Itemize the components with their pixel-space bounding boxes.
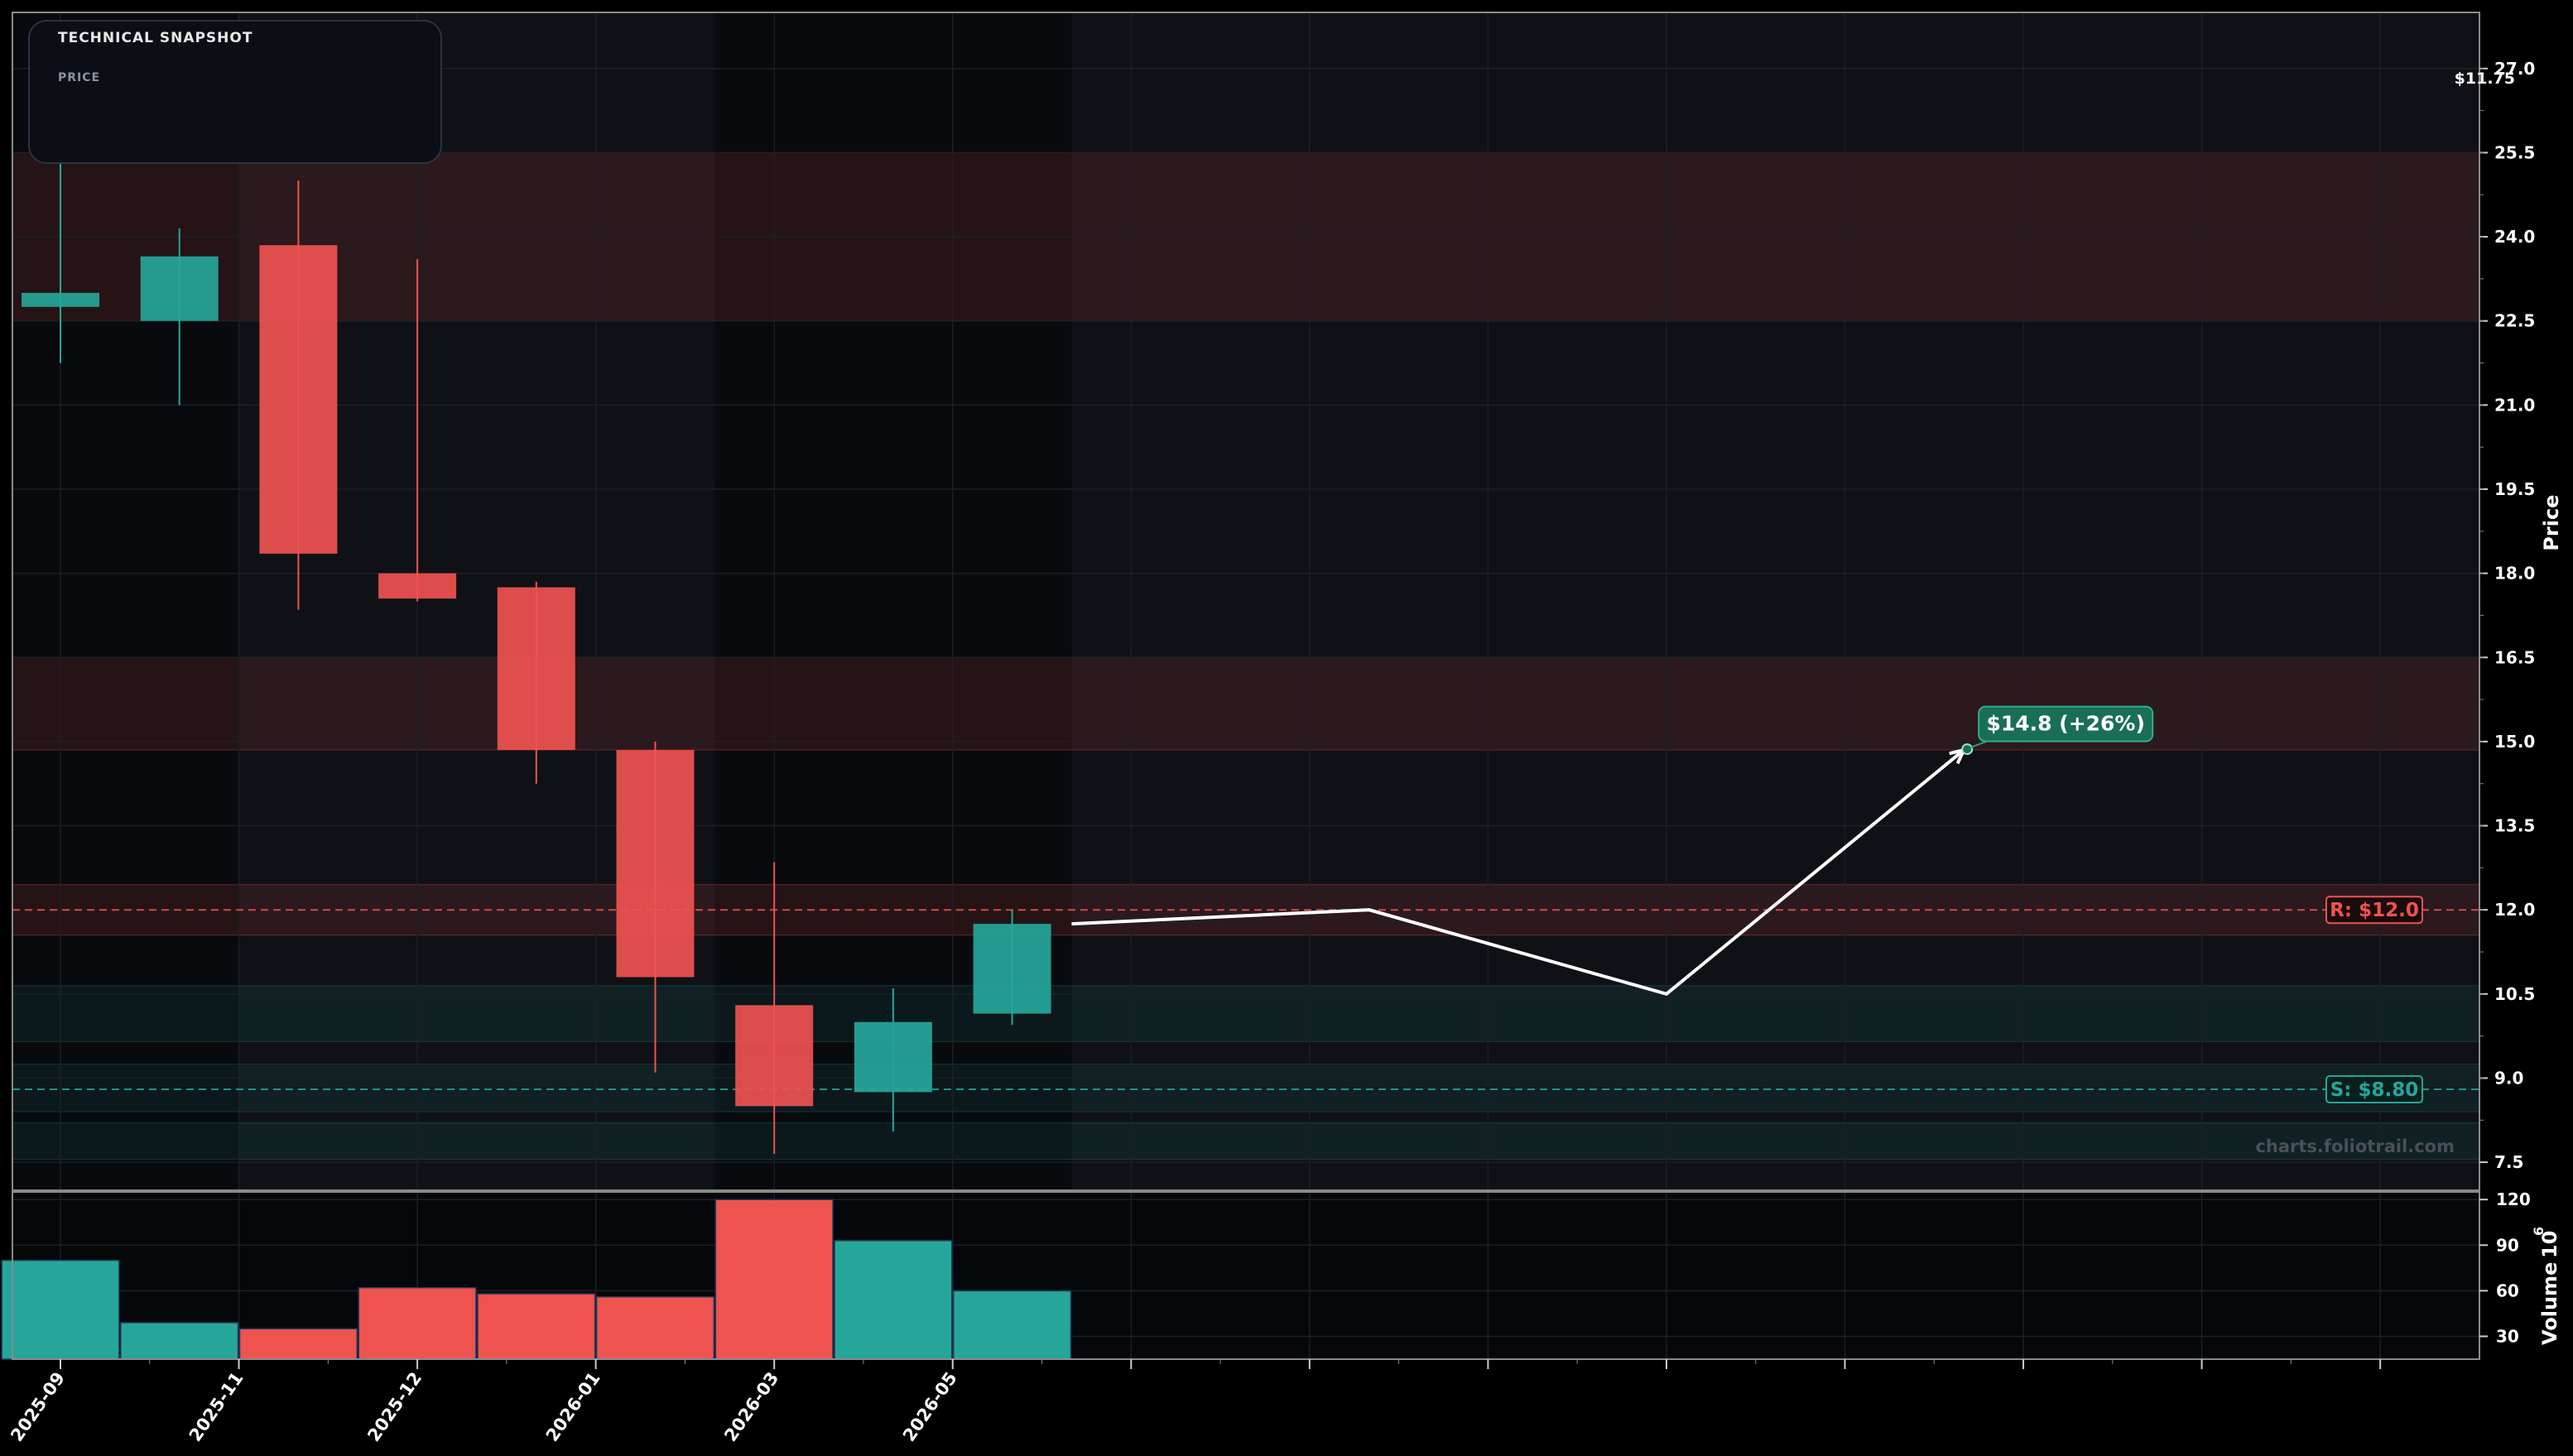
target-marker <box>1961 743 1974 756</box>
watermark: charts.foliotrail.com <box>2255 1136 2455 1156</box>
volume-tick-label: 30 <box>2496 1326 2519 1346</box>
volume-bar <box>358 1286 477 1360</box>
bearish-candle <box>259 245 338 554</box>
bullish-candle <box>22 292 99 307</box>
snapshot-title: TECHNICAL SNAPSHOT <box>58 30 253 46</box>
bullish-candle <box>140 256 219 321</box>
volume-bar <box>834 1240 953 1360</box>
price-panel-frame <box>12 12 2480 1191</box>
target-label: $14.8 (+26%) <box>1986 712 2144 736</box>
volume-panel-frame <box>12 1191 2480 1360</box>
volume-bar <box>120 1322 239 1360</box>
resistance-badge <box>2325 896 2423 925</box>
volume-exponent: 6 <box>2531 1227 2547 1236</box>
volume-bar <box>953 1290 1072 1360</box>
support-badge <box>2325 1075 2423 1104</box>
volume-bar <box>477 1293 596 1360</box>
volume-tick-label: 90 <box>2496 1235 2519 1255</box>
price-axis-label: Price <box>2540 495 2563 551</box>
price-tick-label: 12.0 <box>2494 900 2535 920</box>
resistance-label: R: $12.0 <box>2330 900 2419 921</box>
price-tick-label: 22.5 <box>2494 311 2535 331</box>
snapshot-panel <box>28 20 442 164</box>
price-tick-label: 16.5 <box>2494 647 2535 667</box>
price-tick-label: 10.5 <box>2494 984 2535 1004</box>
bearish-candle <box>378 573 457 599</box>
price-tick-label: 27.0 <box>2494 59 2535 79</box>
price-tick-label: 18.0 <box>2494 564 2535 584</box>
bullish-candle <box>973 924 1051 1014</box>
price-tick-label: 24.0 <box>2494 227 2535 247</box>
target-badge <box>1978 705 2154 742</box>
projection-line <box>1071 748 1965 997</box>
volume-bar <box>238 1328 358 1360</box>
bullish-candle <box>854 1021 932 1093</box>
price-tick-label: 25.5 <box>2494 142 2535 162</box>
support-zone <box>12 1122 2480 1160</box>
bearish-candle <box>735 1005 814 1107</box>
price-tick-label: 13.5 <box>2494 816 2535 836</box>
support-zone <box>12 1064 2480 1112</box>
volume-axis-label: Volume <box>2538 1262 2561 1345</box>
support-label: S: $8.80 <box>2330 1079 2419 1101</box>
bearish-candle <box>616 750 695 978</box>
price-tick-label: 19.5 <box>2494 479 2535 499</box>
snapshot-price-value: $11.75 <box>2454 70 2515 88</box>
price-tick-label: 7.5 <box>2494 1152 2523 1172</box>
volume-bar <box>595 1295 715 1360</box>
price-tick-label: 21.0 <box>2494 395 2535 415</box>
volume-tick-label: 60 <box>2496 1281 2519 1300</box>
support-zone <box>12 985 2480 1042</box>
price-tick-label: 15.0 <box>2494 732 2535 752</box>
price-tick-label: 9.0 <box>2494 1068 2523 1088</box>
volume-bar <box>714 1199 834 1360</box>
volume-exponent-base: 10 <box>2538 1231 2561 1258</box>
bearish-candle <box>497 587 575 751</box>
volume-tick-label: 120 <box>2496 1189 2531 1209</box>
volume-bar <box>1 1259 120 1360</box>
snapshot-price-label: PRICE <box>58 71 101 84</box>
